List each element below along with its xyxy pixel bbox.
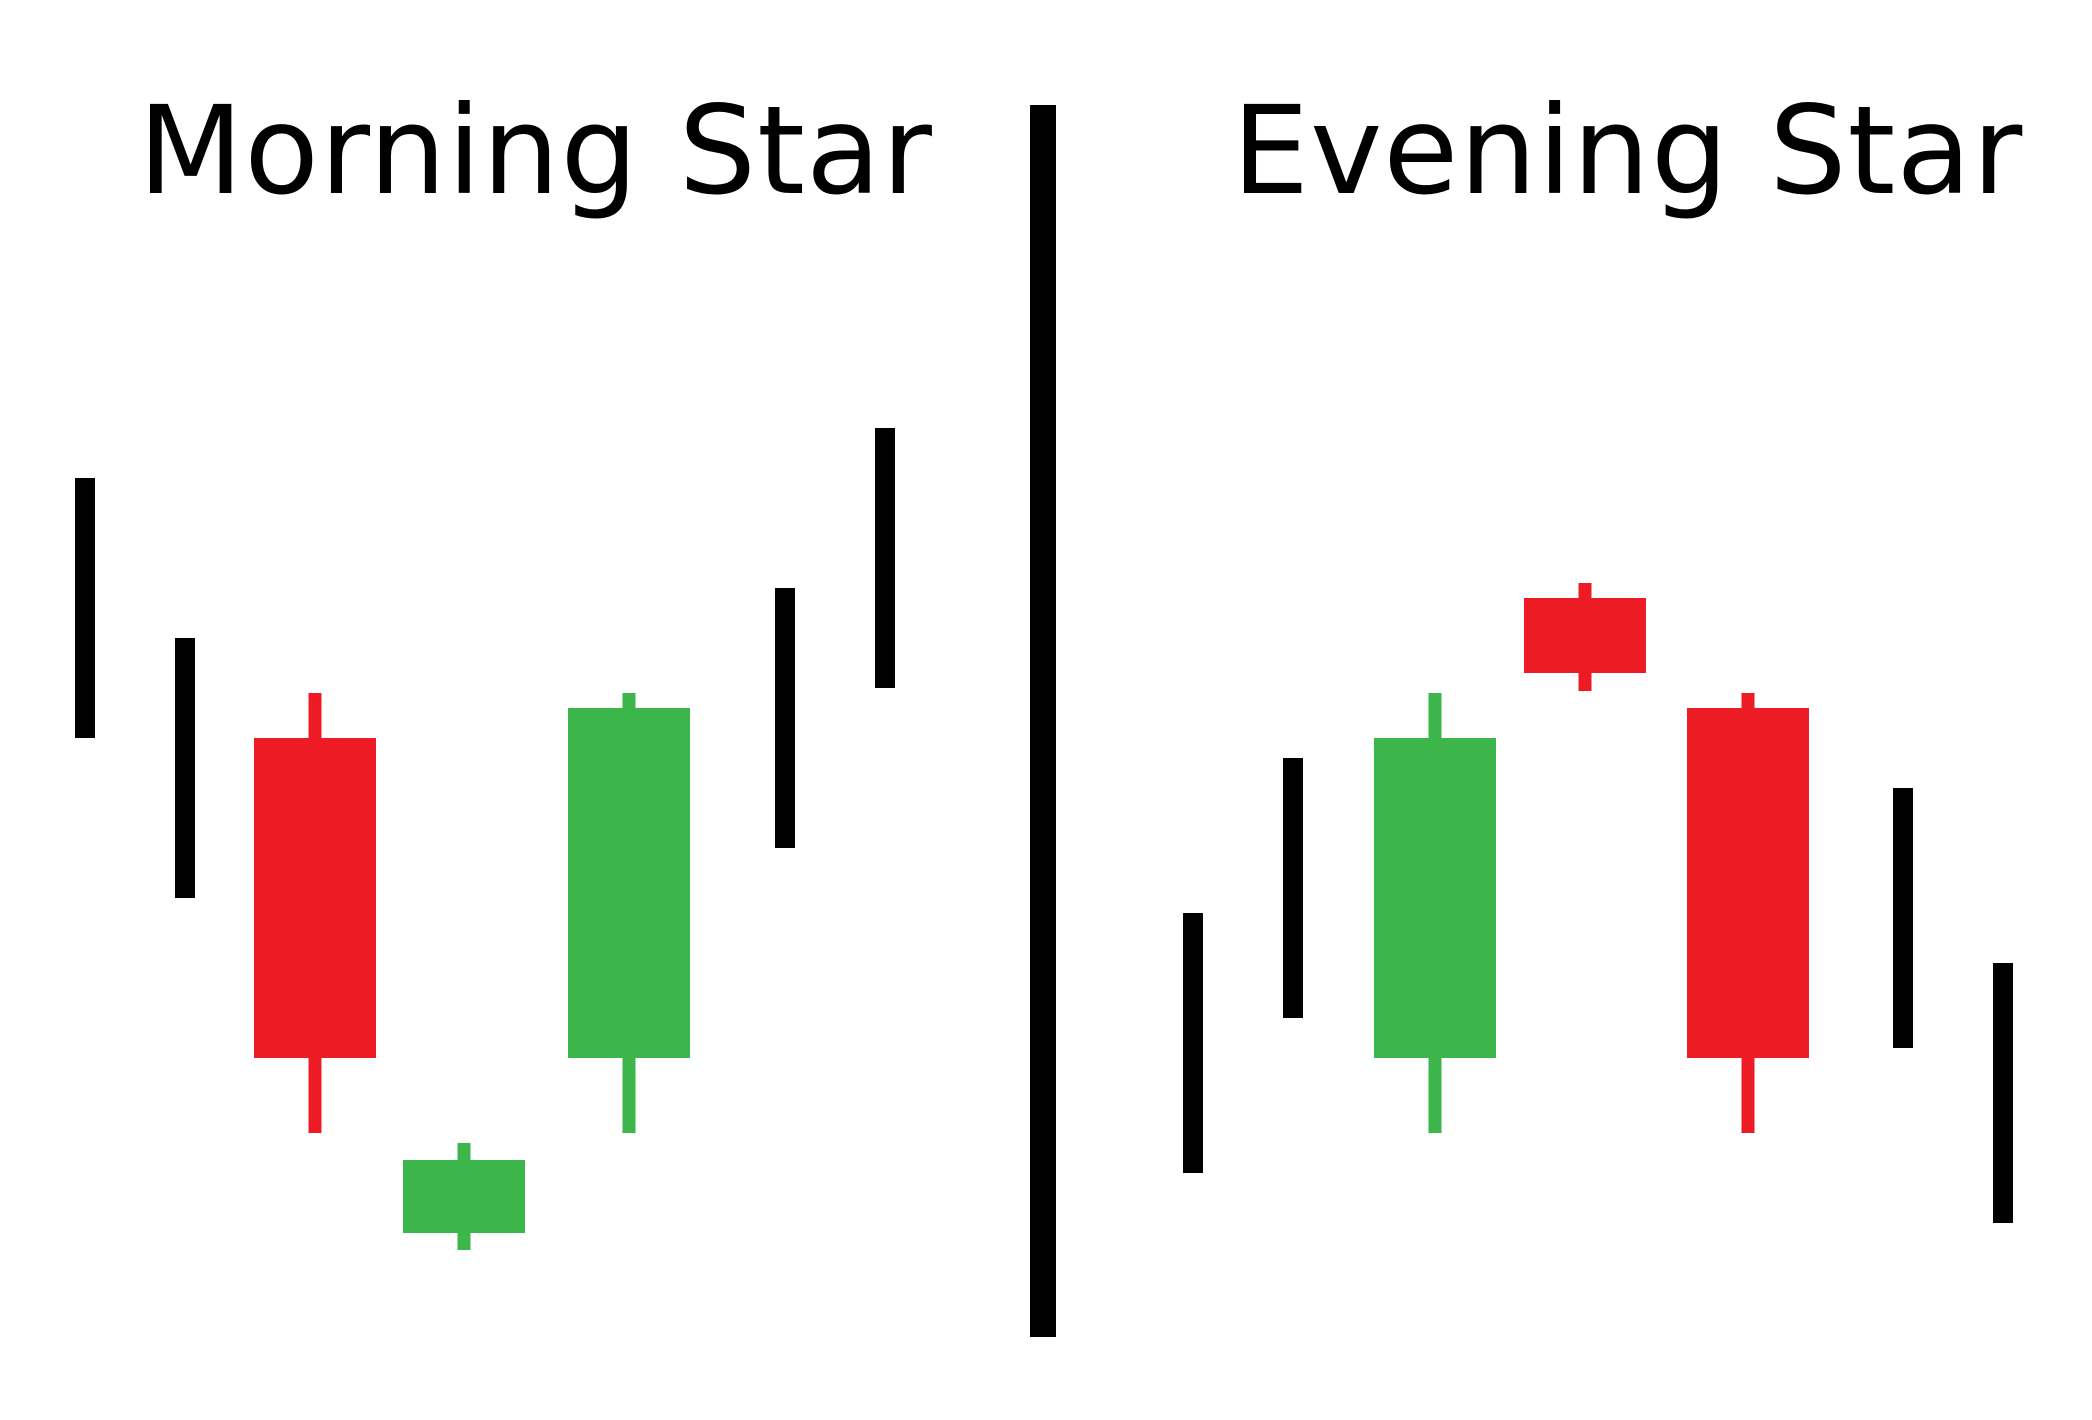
morning-candle-7-bar (875, 428, 895, 688)
evening-candle-2-bar (1283, 758, 1303, 1018)
morning-candle-1-bar (75, 478, 95, 738)
morning-candle-3-body (254, 738, 376, 1058)
evening-candle-5-body (1687, 708, 1809, 1058)
evening-star-candles (1183, 583, 2013, 1223)
morning-candle-2-bar (175, 638, 195, 898)
panel-divider (1030, 105, 1056, 1337)
morning-candle-6-bar (775, 588, 795, 848)
morning-star-candles (75, 428, 895, 1250)
evening-candle-4-body (1524, 598, 1646, 673)
morning-candle-4-body (403, 1160, 525, 1233)
morning-star-title: Morning Star (138, 80, 933, 222)
evening-candle-6-bar (1893, 788, 1913, 1048)
evening-candle-3-body (1374, 738, 1496, 1058)
evening-candle-7-bar (1993, 963, 2013, 1223)
evening-candle-1-bar (1183, 913, 1203, 1173)
evening-star-title: Evening Star (1232, 80, 2024, 222)
morning-candle-5-body (568, 708, 690, 1058)
